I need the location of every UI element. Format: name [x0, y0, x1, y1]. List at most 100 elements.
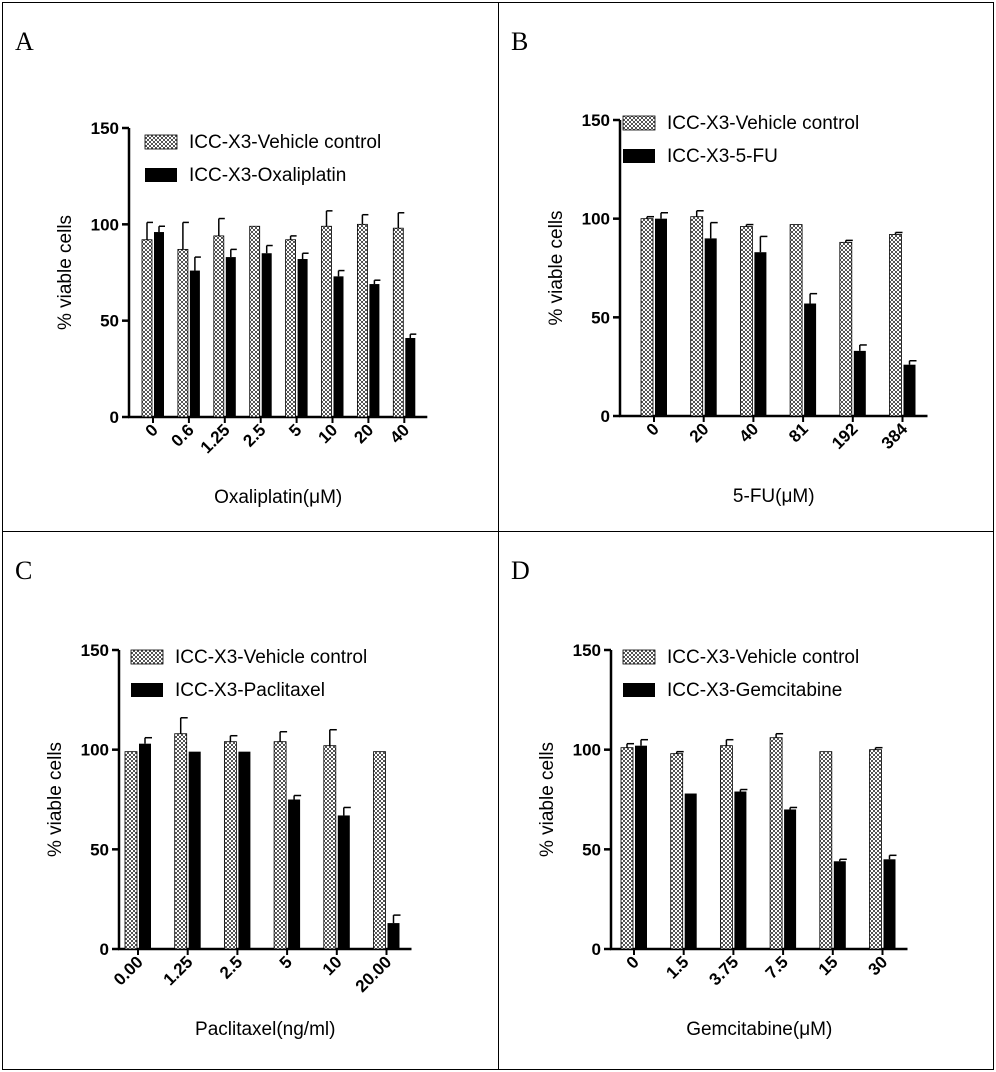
bar-treated: [139, 743, 151, 949]
y-axis-title: % viable cells: [45, 742, 66, 857]
legend-label: ICC-X3-Vehicle control: [667, 647, 859, 668]
panel-d: D 0 50 100 150 % viable cells 0 1.5 3.75 7.5 15 30…: [498, 531, 994, 1070]
chart-gemcitabine: 0 50 100 150 % viable cells 0 1.5 3.75 7.5 15 30 Ge…: [537, 641, 908, 1040]
x-tick-label: 20.00: [352, 952, 396, 996]
bar-vehicle: [323, 745, 337, 950]
x-tick-label: 7.5: [762, 952, 792, 982]
bar-treated: [655, 218, 667, 416]
bar-treated: [238, 751, 251, 949]
bar-treated: [369, 284, 380, 417]
x-tick-label: 20: [350, 420, 377, 447]
panel-label: A: [15, 27, 34, 56]
y-tick-label: 100: [582, 210, 610, 229]
bar-vehicle: [124, 751, 138, 950]
bar-treated: [804, 303, 817, 416]
y-tick-label: 150: [81, 641, 109, 660]
chart-paclitaxel: 0 50 100 150 % viable cells 0.00 1.25 2.5 5 10 20.…: [45, 641, 412, 1040]
bar-vehicle: [285, 239, 297, 418]
bar-vehicle: [321, 225, 332, 418]
bar-treated: [188, 751, 201, 949]
bar-treated: [883, 859, 896, 949]
x-tick-label: 81: [785, 419, 812, 446]
y-tick-label: 50: [591, 308, 610, 327]
x-tick-label: 10: [315, 420, 342, 447]
bar-vehicle: [869, 749, 882, 950]
panel-c: C 0 50 100 150 % viable cells 0.00 1.25 2.5 5 10 2…: [2, 531, 499, 1070]
bar-treated: [853, 350, 866, 416]
bar-vehicle: [839, 241, 853, 417]
legend-swatch: [622, 649, 656, 665]
bar-vehicle: [819, 751, 833, 950]
x-tick-label: 10: [319, 952, 346, 979]
x-tick-label: 30: [865, 952, 892, 979]
x-tick-label: 15: [815, 952, 842, 979]
y-tick-label: 100: [573, 741, 601, 760]
bar-treated: [333, 276, 344, 417]
bar-vehicle: [739, 226, 753, 417]
x-tick-label: 5: [276, 952, 296, 972]
legend-swatch: [623, 683, 655, 697]
legend-swatch: [622, 115, 656, 131]
bar-treated: [754, 252, 767, 416]
bar-treated: [833, 861, 846, 949]
legend-label: ICC-X3-Paclitaxel: [175, 680, 325, 701]
bar-treated: [704, 238, 717, 416]
legend-swatch: [131, 683, 163, 697]
panel-label: D: [511, 556, 530, 585]
y-axis-title: % viable cells: [55, 215, 76, 330]
bar-vehicle: [889, 234, 902, 417]
x-axis-title: Paclitaxel(ng/ml): [195, 1019, 335, 1040]
x-tick-label: 40: [386, 420, 413, 447]
legend-label: ICC-X3-Vehicle control: [189, 132, 381, 153]
bar-vehicle: [690, 216, 704, 417]
bar-treated: [261, 253, 272, 417]
panel-label: C: [15, 556, 33, 585]
bar-vehicle: [373, 751, 386, 950]
x-tick-label: 40: [735, 419, 762, 446]
x-tick-label: 1.25: [160, 952, 197, 989]
legend-swatch: [144, 134, 178, 150]
y-tick-label: 0: [592, 940, 601, 959]
legend-label: ICC-X3-Oxaliplatin: [189, 165, 346, 186]
y-axis-title: % viable cells: [546, 210, 567, 325]
panel-b: B 0 50 100 150 % viable cells 0 20 40 81 192 384 5-…: [498, 2, 994, 532]
x-tick-label: 2.5: [216, 952, 246, 982]
y-tick-label: 100: [91, 215, 119, 234]
bar-treated: [784, 809, 797, 949]
legend-label: ICC-X3-Gemcitabine: [667, 680, 842, 701]
y-tick-label: 100: [81, 741, 109, 760]
panel-a: A 0 50 100 150 % viable cells 0 0.6 1.25 2.5 5 10 2…: [2, 2, 499, 532]
bar-vehicle: [789, 224, 803, 417]
bar-treated: [405, 338, 416, 417]
legend-swatch: [623, 149, 655, 163]
bar-vehicle: [719, 745, 733, 950]
bar-vehicle: [249, 225, 261, 418]
bar-vehicle: [223, 741, 237, 950]
bar-treated: [297, 259, 308, 417]
bar-treated: [288, 799, 301, 949]
x-tick-label: 0: [623, 952, 643, 972]
bar-treated: [684, 793, 697, 949]
bar-treated: [225, 257, 236, 417]
legend-label: ICC-X3-Vehicle control: [667, 113, 859, 134]
y-tick-label: 0: [601, 407, 610, 426]
x-tick-label: 2.5: [239, 420, 269, 450]
y-tick-label: 150: [582, 111, 610, 130]
bar-vehicle: [356, 223, 368, 418]
y-tick-label: 150: [573, 641, 601, 660]
x-tick-label: 0.6: [168, 420, 198, 450]
y-tick-label: 50: [100, 312, 119, 331]
bar-treated: [903, 364, 916, 416]
y-tick-label: 50: [582, 840, 601, 859]
bar-vehicle: [769, 737, 783, 950]
x-tick-label: 5: [285, 420, 305, 440]
x-tick-label: 1.5: [662, 952, 692, 982]
x-tick-label: 1.25: [197, 420, 234, 457]
chart-oxaliplatin: 0 50 100 150 % viable cells 0 0.6 1.25 2.5 5 10 20 4…: [55, 119, 428, 508]
bar-vehicle: [177, 248, 189, 418]
bar-vehicle: [174, 733, 188, 950]
x-tick-label: 0: [142, 420, 162, 440]
legend-swatch: [130, 649, 164, 665]
chart-5fu: 0 50 100 150 % viable cells 0 20 40 81 192 384 5-FU…: [546, 111, 928, 507]
x-tick-label: 192: [828, 419, 861, 452]
